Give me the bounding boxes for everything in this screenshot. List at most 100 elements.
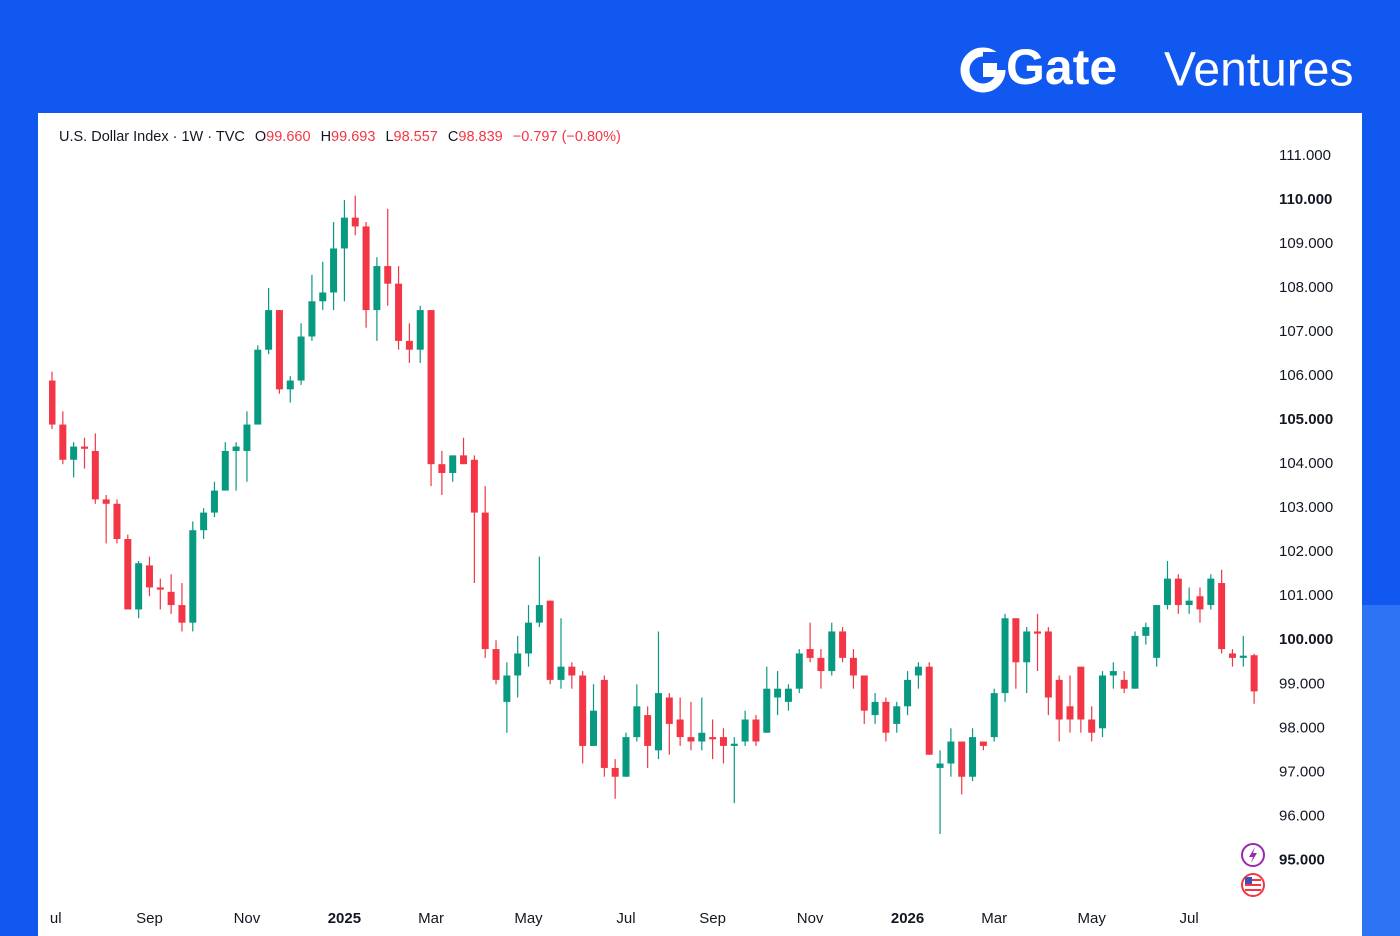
candle-body — [1218, 583, 1226, 650]
candle-body — [189, 530, 197, 623]
candle-body — [644, 715, 652, 746]
x-tick-label: Nov — [234, 910, 261, 927]
candle-body — [849, 657, 857, 676]
candle-body — [210, 490, 218, 513]
candle-body — [969, 737, 977, 777]
c-label: C — [448, 129, 458, 145]
candle-body — [817, 657, 825, 672]
candle-body — [308, 301, 316, 337]
candle-body — [600, 679, 608, 768]
c-value: 98.839 — [458, 129, 502, 145]
candle-body — [362, 226, 370, 311]
candle-body — [633, 706, 641, 738]
candle-body — [481, 512, 489, 650]
candle-body — [871, 701, 879, 716]
candle-body — [1044, 631, 1052, 698]
candle-body — [763, 688, 771, 733]
candle-body — [1250, 655, 1258, 692]
chart-header: U.S. Dollar Index · 1W · TVC O99.660 H99… — [59, 129, 621, 145]
x-axis: Jul Sep Nov 2025 Mar May Jul Sep Nov 2026 Mar May Ju… — [49, 910, 1199, 927]
candle-body — [156, 587, 164, 590]
candle-body — [774, 688, 782, 698]
symbol: U.S. Dollar Index · 1W · TVC — [59, 129, 245, 145]
y-tick-label: 103.000 — [1279, 499, 1333, 516]
flag-icon[interactable] — [1241, 870, 1278, 900]
candle-body — [297, 336, 305, 381]
l-label: L — [385, 129, 393, 145]
candle-body — [546, 600, 554, 680]
candle-body — [275, 310, 283, 390]
candle-body — [893, 706, 901, 724]
candle-body — [806, 649, 814, 658]
brand-suffix: Ventures — [1164, 44, 1353, 97]
x-tick-label: 2025 — [328, 910, 361, 927]
y-tick-label: 108.000 — [1279, 279, 1333, 296]
candle-body — [1066, 706, 1074, 720]
x-tick-label: Nov — [797, 910, 824, 927]
candle-body — [59, 424, 67, 460]
candle-body — [784, 688, 792, 702]
candle-body — [914, 666, 922, 676]
candle-body — [113, 503, 121, 540]
candle-body — [839, 631, 847, 658]
candle-body — [535, 605, 543, 623]
plot — [49, 195, 1258, 834]
candle-body — [698, 732, 706, 742]
candle-body — [178, 605, 186, 623]
y-tick-label: 107.000 — [1279, 323, 1333, 340]
x-tick-label: Sep — [136, 910, 163, 927]
candle-body — [752, 719, 760, 742]
candle-body — [167, 591, 175, 606]
y-tick-label: 110.000 — [1279, 191, 1332, 208]
candle-body — [470, 459, 478, 513]
y-tick-label: 106.000 — [1279, 367, 1333, 384]
candle-body — [102, 499, 110, 504]
candle-body — [49, 380, 56, 425]
candle-body — [427, 310, 435, 465]
candle-body — [1196, 596, 1204, 610]
candle-body — [557, 666, 565, 680]
x-tick-label: Sep — [699, 910, 726, 927]
candle-body — [579, 675, 587, 746]
candle-body — [232, 446, 240, 451]
y-tick-label: 97.000 — [1279, 763, 1325, 780]
candle-body — [1023, 631, 1031, 663]
candle-body — [795, 653, 803, 689]
candle-body — [828, 631, 836, 672]
x-tick-label: Mar — [418, 910, 444, 927]
candle-body — [719, 737, 727, 746]
y-tick-label: 111.000 — [1279, 147, 1331, 164]
candle-body — [384, 266, 392, 284]
candle-body — [286, 380, 294, 390]
change: −0.797 (−0.80%) — [513, 129, 621, 145]
candle-body — [91, 450, 99, 500]
candle-body — [568, 666, 576, 676]
candle-body — [1034, 631, 1042, 634]
candle-body — [265, 310, 273, 350]
candle-body — [1055, 679, 1063, 720]
logo: Gate Ventures — [960, 39, 1353, 97]
candle-body — [676, 719, 684, 738]
x-tick-label: Jul — [616, 910, 635, 927]
candle-body — [1239, 655, 1247, 658]
y-tick-label: 105.000 — [1279, 411, 1333, 428]
y-tick-label: 100.000 — [1279, 631, 1333, 648]
candle-body — [254, 349, 262, 425]
candle-body — [590, 710, 597, 746]
candle-body — [416, 310, 424, 350]
candle-body — [958, 741, 966, 777]
alert-icon[interactable] — [1241, 843, 1265, 867]
candle-body — [1001, 618, 1009, 694]
candle-body — [525, 622, 533, 654]
candle-body — [947, 741, 955, 764]
candle-body — [1142, 627, 1150, 636]
candle-body — [330, 248, 338, 293]
candle-body — [1228, 653, 1236, 658]
axis: 111.000 110.000 109.000 108.000 107.000 106.0… — [1279, 147, 1333, 868]
candle-body — [990, 693, 998, 738]
y-tick-label: 99.000 — [1279, 675, 1325, 692]
candle-body — [351, 217, 359, 227]
candle-body — [449, 455, 457, 473]
candle-body — [243, 424, 251, 451]
x-tick-label: May — [1078, 910, 1107, 927]
